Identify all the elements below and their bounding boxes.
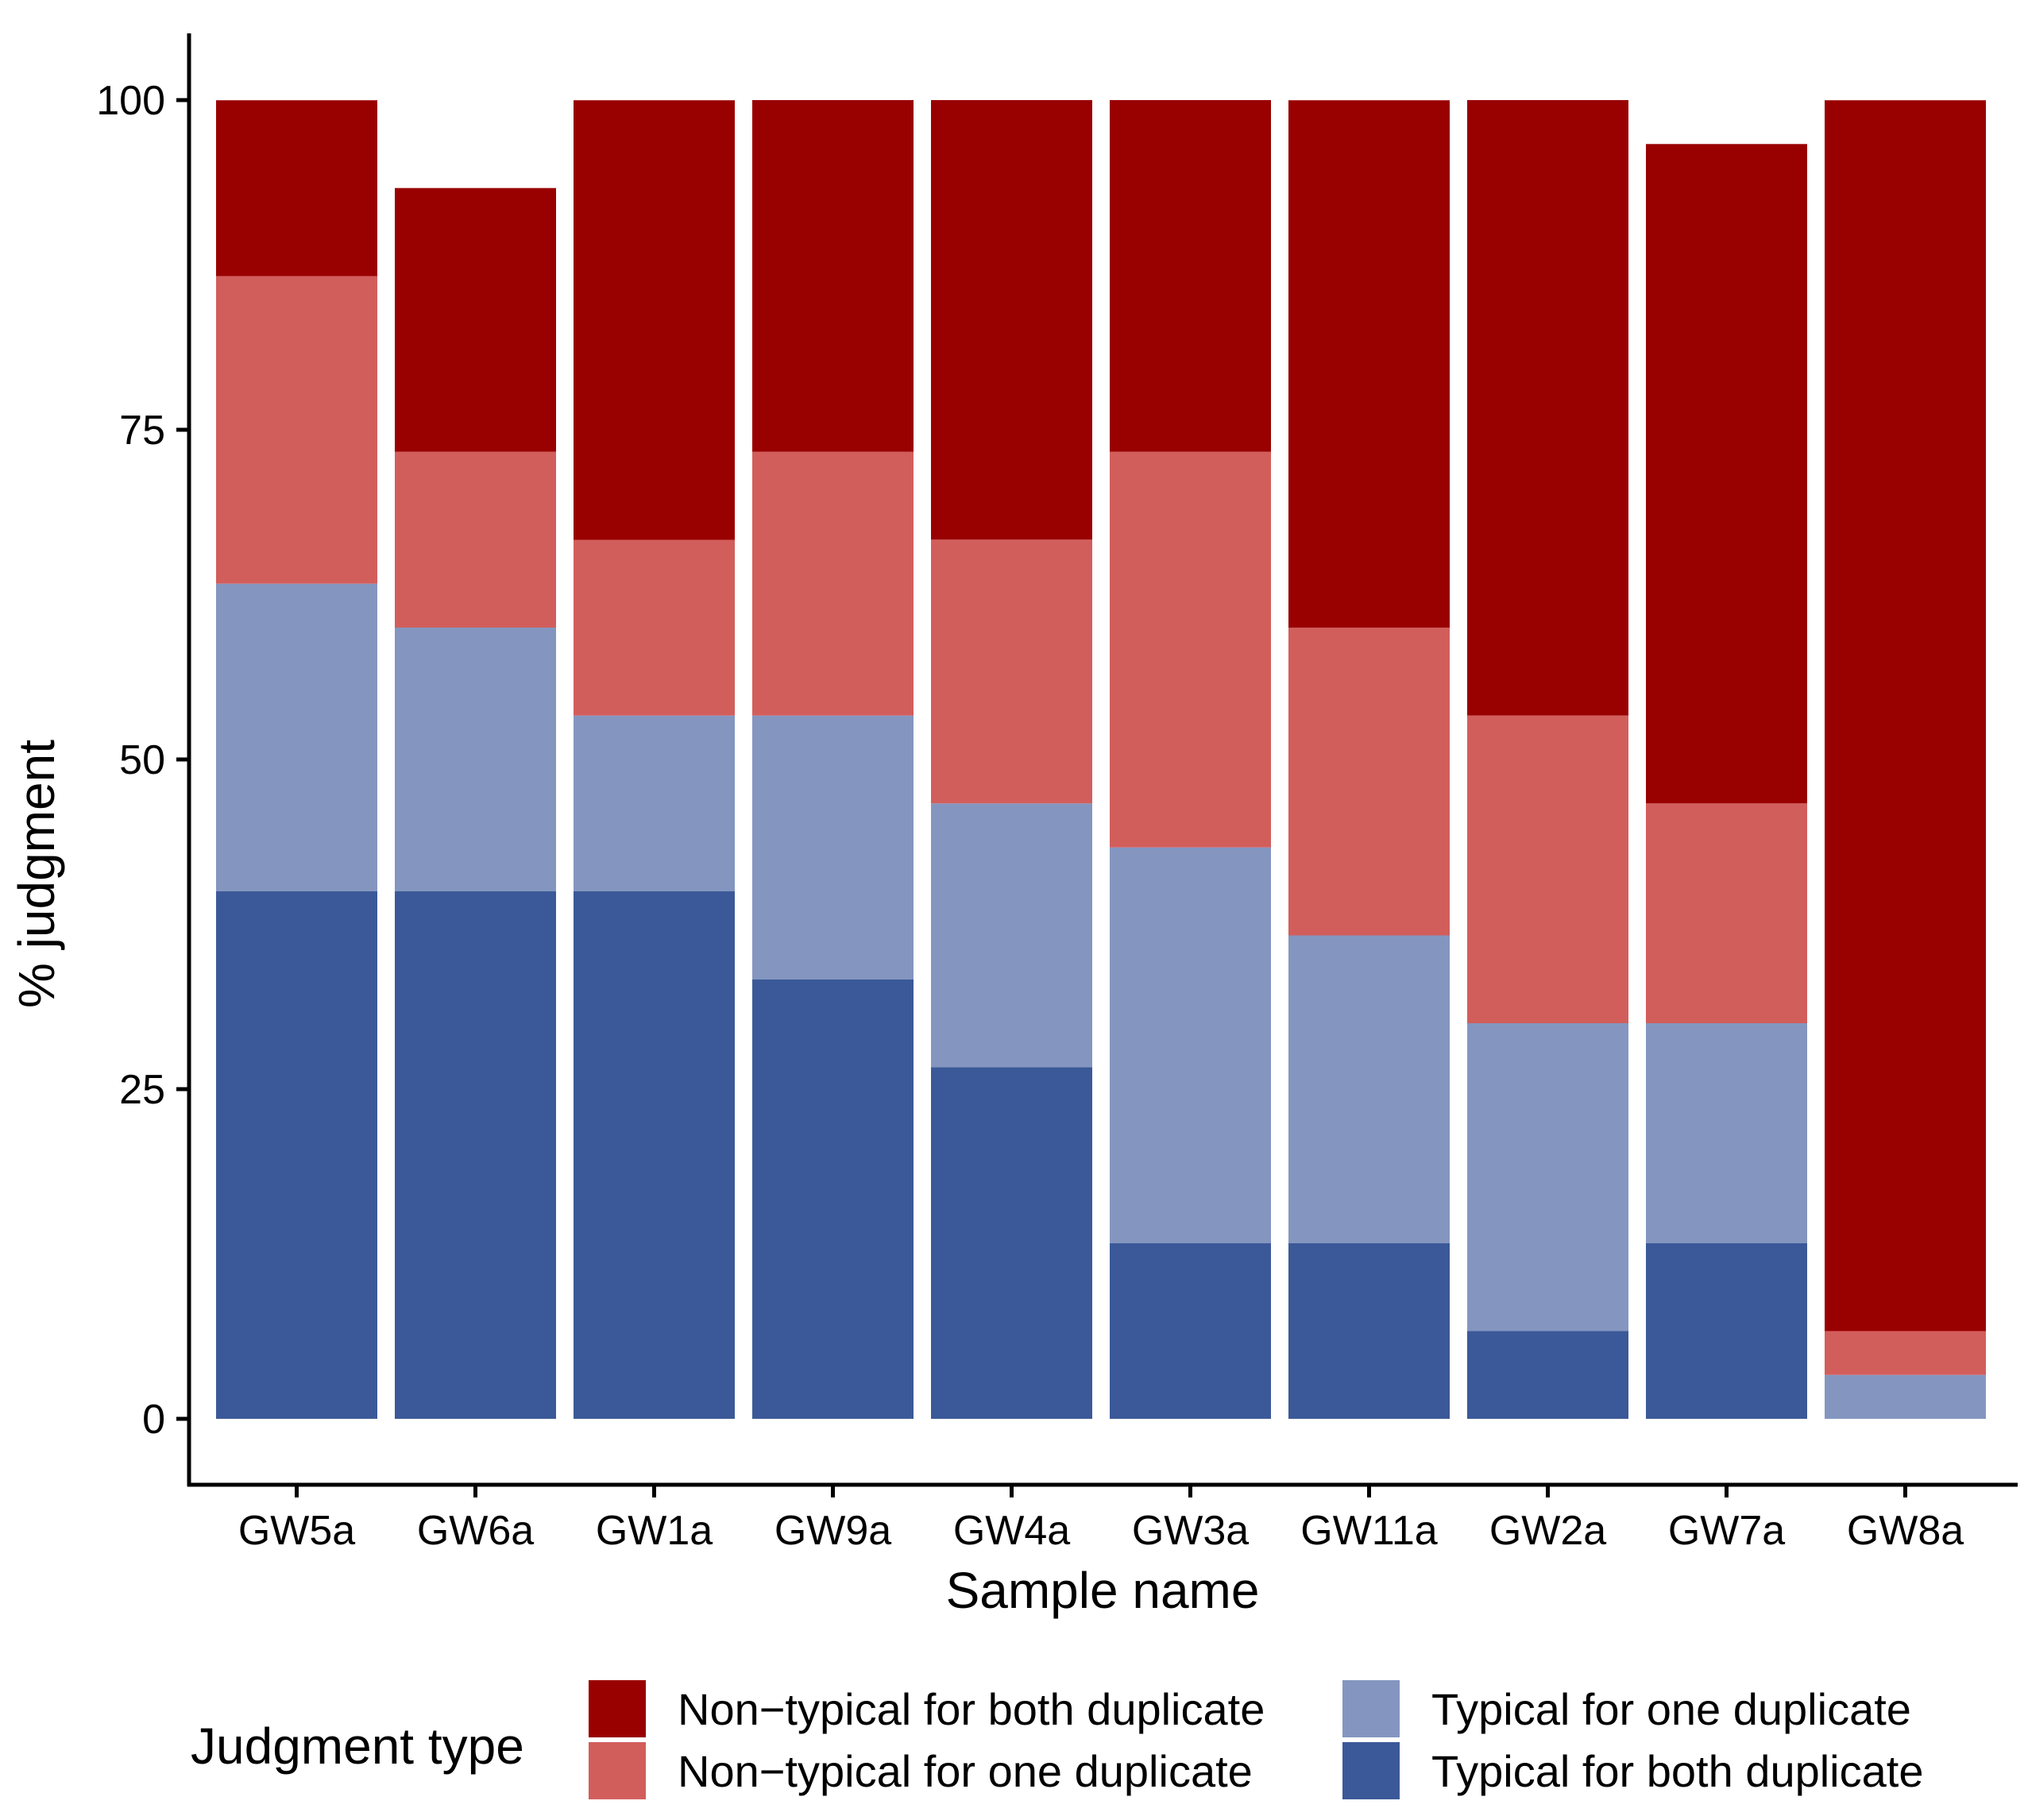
bar-segment-gw9a-0	[752, 979, 914, 1419]
bar-segment-gw7a-1	[1646, 1023, 1807, 1243]
bar-segment-gw3a-3	[1110, 100, 1271, 452]
bars-layer	[216, 100, 1986, 1419]
bar-segment-gw8a-1	[1825, 1374, 1986, 1419]
x-tick-label: GW2a	[1489, 1508, 1606, 1554]
x-tick-label: GW8a	[1847, 1508, 1964, 1554]
bar-segment-gw6a-0	[395, 891, 556, 1419]
bar-segment-gw3a-1	[1110, 847, 1271, 1243]
legend-label: Typical for both duplicate	[1431, 1746, 1923, 1796]
legend-label: Typical for one duplicate	[1431, 1684, 1911, 1734]
legend-title: Judgment type	[191, 1718, 524, 1775]
y-axis-title: % judgment	[8, 740, 65, 1008]
legend: Judgment type Non−typical for both dupli…	[191, 1680, 1923, 1799]
legend-key	[589, 1680, 646, 1737]
bar-segment-gw2a-1	[1467, 1023, 1628, 1331]
bar-segment-gw4a-1	[931, 803, 1092, 1068]
legend-key	[1342, 1680, 1400, 1737]
y-ticks: 0 25 50 75 100	[96, 78, 189, 1443]
x-tick-label: GW11a	[1300, 1508, 1438, 1554]
bar-segment-gw5a-2	[216, 276, 377, 584]
bar-segment-gw4a-3	[931, 100, 1092, 540]
bar-segment-gw2a-2	[1467, 715, 1628, 1023]
bar-segment-gw1a-0	[574, 891, 735, 1419]
bar-segment-gw3a-0	[1110, 1242, 1271, 1419]
bar-segment-gw8a-2	[1825, 1331, 1986, 1375]
bar-segment-gw5a-0	[216, 891, 377, 1419]
x-tick-label: GW5a	[238, 1508, 355, 1554]
legend-label: Non−typical for one duplicate	[678, 1746, 1253, 1796]
bar-segment-gw6a-1	[395, 628, 556, 891]
bar-segment-gw2a-0	[1467, 1331, 1628, 1419]
legend-label: Non−typical for both duplicate	[678, 1684, 1265, 1734]
bar-segment-gw6a-3	[395, 187, 556, 452]
bar-segment-gw1a-2	[574, 539, 735, 716]
bar-segment-gw5a-1	[216, 583, 377, 891]
bar-segment-gw8a-3	[1825, 100, 1986, 1331]
y-tick-label: 75	[119, 408, 165, 454]
y-tick-label: 50	[119, 737, 165, 783]
bar-segment-gw4a-0	[931, 1067, 1092, 1419]
bar-segment-gw9a-1	[752, 715, 914, 980]
bar-segment-gw6a-2	[395, 451, 556, 628]
legend-key	[589, 1742, 646, 1799]
bar-segment-gw1a-3	[574, 100, 735, 540]
x-tick-label: GW4a	[953, 1508, 1070, 1554]
legend-key	[1342, 1742, 1400, 1799]
x-axis-title: Sample name	[946, 1562, 1260, 1619]
bar-segment-gw11a-3	[1288, 100, 1450, 628]
bar-segment-gw5a-3	[216, 100, 377, 276]
x-ticks: GW5a GW6a GW1a GW9a GW4a GW3a GW11a GW2a GW7a GW8…	[238, 1485, 1964, 1554]
x-tick-label: GW6a	[417, 1508, 534, 1554]
bar-segment-gw7a-2	[1646, 803, 1807, 1023]
bar-segment-gw2a-3	[1467, 100, 1628, 716]
x-tick-label: GW3a	[1132, 1508, 1249, 1554]
bar-segment-gw9a-3	[752, 100, 914, 452]
y-tick-label: 100	[96, 78, 165, 124]
bar-segment-gw7a-0	[1646, 1242, 1807, 1419]
bar-segment-gw11a-2	[1288, 628, 1450, 936]
x-tick-label: GW9a	[775, 1508, 891, 1554]
bar-segment-gw11a-1	[1288, 935, 1450, 1243]
y-tick-label: 25	[119, 1067, 165, 1113]
bar-segment-gw9a-2	[752, 451, 914, 716]
bar-segment-gw3a-2	[1110, 451, 1271, 848]
y-tick-label: 0	[142, 1397, 165, 1443]
bar-segment-gw11a-0	[1288, 1242, 1450, 1419]
bar-segment-gw1a-1	[574, 715, 735, 891]
x-tick-label: GW1a	[596, 1508, 713, 1554]
x-tick-label: GW7a	[1668, 1508, 1785, 1554]
bar-segment-gw4a-2	[931, 539, 1092, 804]
bar-segment-gw7a-3	[1646, 144, 1807, 804]
